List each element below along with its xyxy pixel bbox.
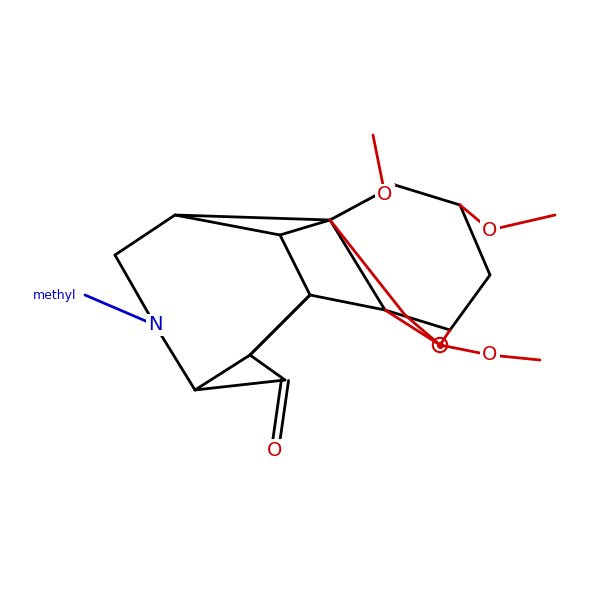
Text: N: N — [148, 316, 162, 335]
Text: methyl: methyl — [32, 289, 76, 301]
Text: O: O — [482, 220, 497, 239]
Text: O: O — [377, 185, 392, 205]
Text: O: O — [482, 346, 497, 365]
Text: O: O — [268, 440, 283, 460]
